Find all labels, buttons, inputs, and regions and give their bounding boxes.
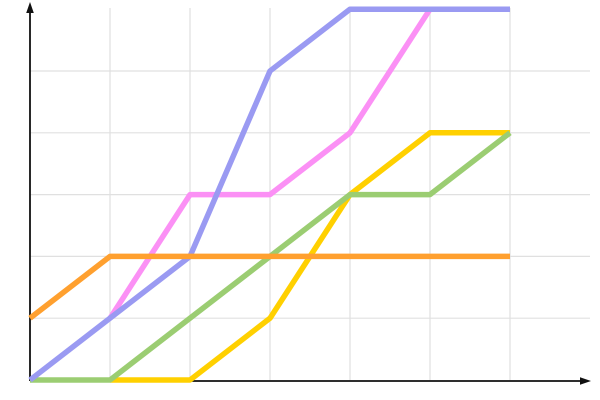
series-purple-line	[28, 6, 510, 383]
gridlines	[30, 8, 590, 380]
y-axis-arrowhead	[26, 2, 34, 13]
series-group	[28, 6, 512, 383]
x-axis-arrowhead	[580, 377, 591, 385]
series-orange-line	[28, 253, 510, 321]
axes	[26, 2, 591, 385]
